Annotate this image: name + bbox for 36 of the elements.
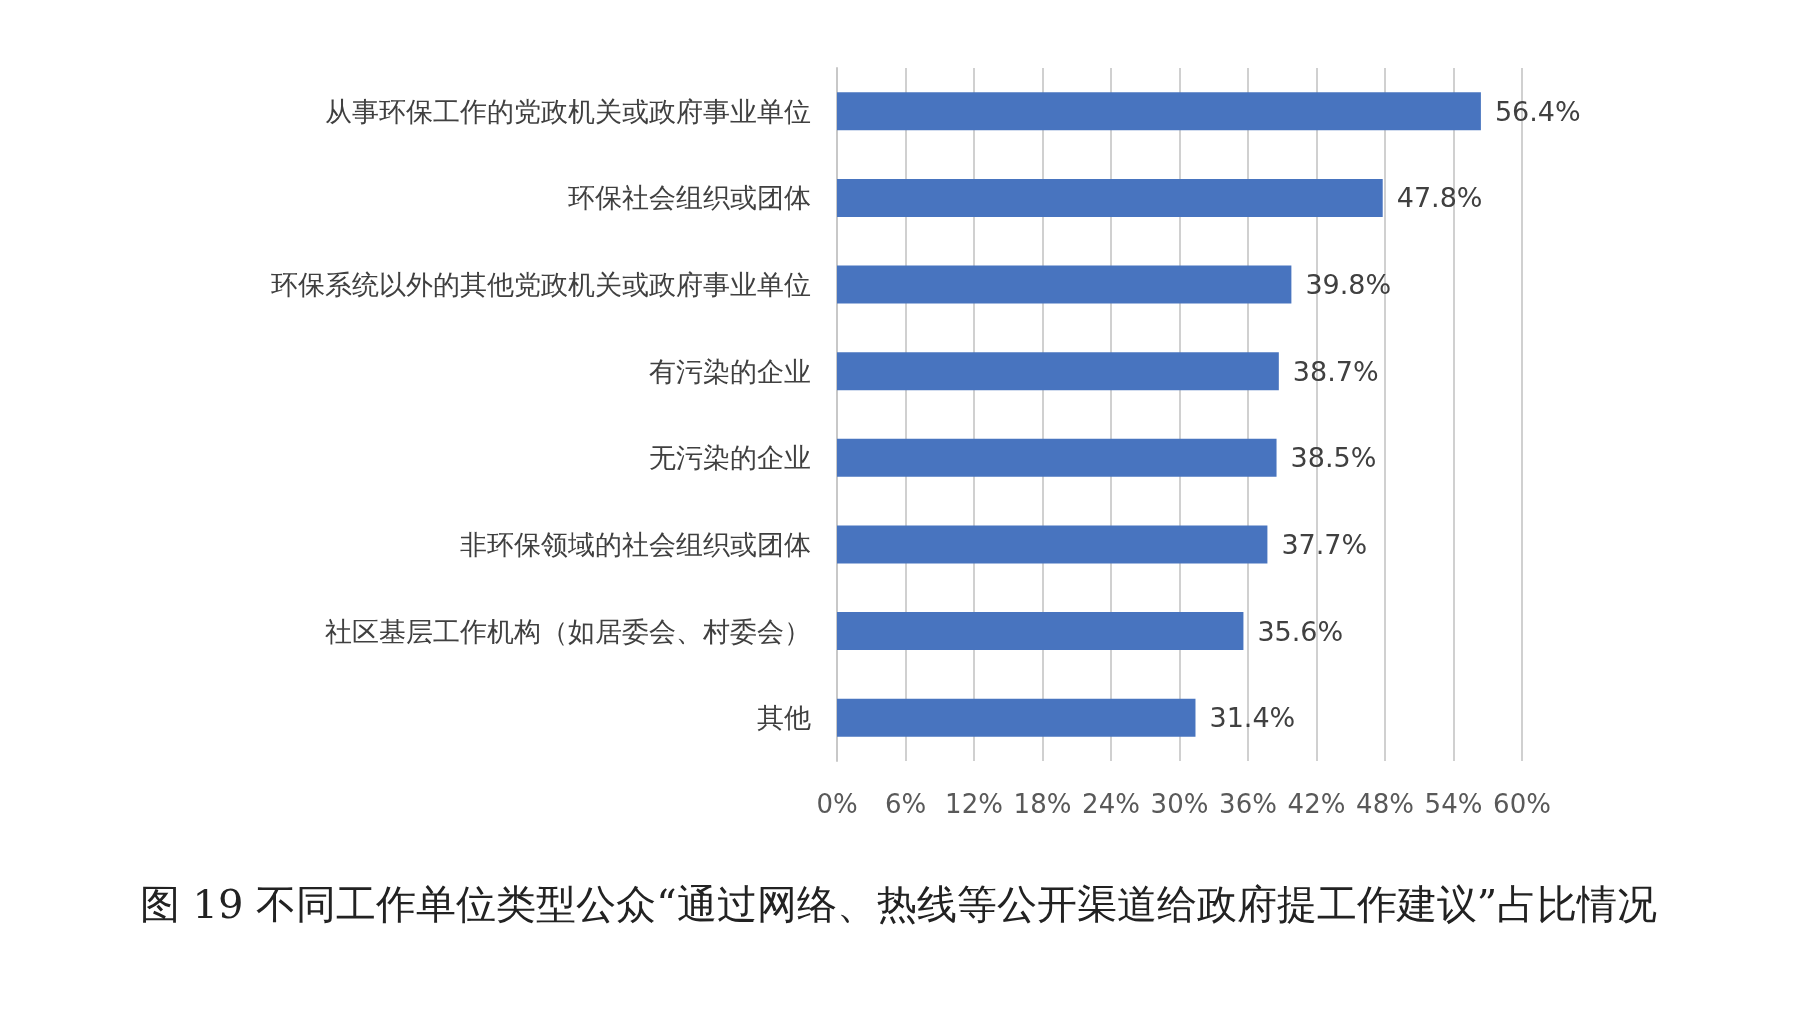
x-tick-label: 42% [1287, 789, 1346, 819]
y-tick-label: 社区基层工作机构（如居委会、村委会） [325, 615, 811, 647]
bar [837, 525, 1268, 564]
x-tick-label: 0% [816, 789, 858, 819]
data-label: 56.4% [1494, 95, 1581, 127]
x-tick-label: 6% [884, 789, 927, 819]
x-tick-label: 30% [1150, 789, 1209, 819]
text: 图 19 不同工作单位类型公众“通过网络、热线等公开渠道给政府提工作建议”占比情况 [139, 881, 1658, 927]
x-tick-label: 54% [1424, 789, 1483, 819]
data-label: 31.4% [1209, 702, 1296, 734]
data-label: 35.6% [1257, 615, 1344, 647]
y-tick-label: 从事环保工作的党政机关或政府事业单位 [325, 95, 811, 127]
x-tick-label: 12% [945, 789, 1003, 819]
data-label: 38.5% [1290, 442, 1377, 474]
y-tick-label: 环保社会组织或团体 [568, 182, 811, 214]
y-tick-label: 无污染的企业 [649, 442, 811, 474]
bar [837, 438, 1277, 477]
y-tick-label: 有污染的企业 [649, 355, 811, 387]
data-label: 38.7% [1292, 355, 1379, 387]
bar [837, 178, 1383, 217]
y-tick-label: 其他 [757, 702, 811, 734]
bar [837, 352, 1279, 391]
x-tick-label: 48% [1356, 789, 1414, 819]
x-tick-label: 24% [1082, 789, 1140, 819]
x-tick-label: 36% [1219, 789, 1277, 819]
data-label: 37.7% [1281, 528, 1368, 560]
data-label: 47.8% [1396, 182, 1483, 214]
data-label: 39.8% [1305, 269, 1392, 301]
y-tick-label: 非环保领域的社会组织或团体 [460, 528, 811, 560]
bar [837, 265, 1292, 304]
x-tick-label: 60% [1493, 789, 1551, 819]
x-tick-label: 18% [1013, 789, 1072, 819]
y-tick-label: 环保系统以外的其他党政机关或政府事业单位 [271, 269, 811, 301]
bar [837, 612, 1244, 651]
bar [837, 92, 1481, 131]
bar [837, 698, 1196, 737]
